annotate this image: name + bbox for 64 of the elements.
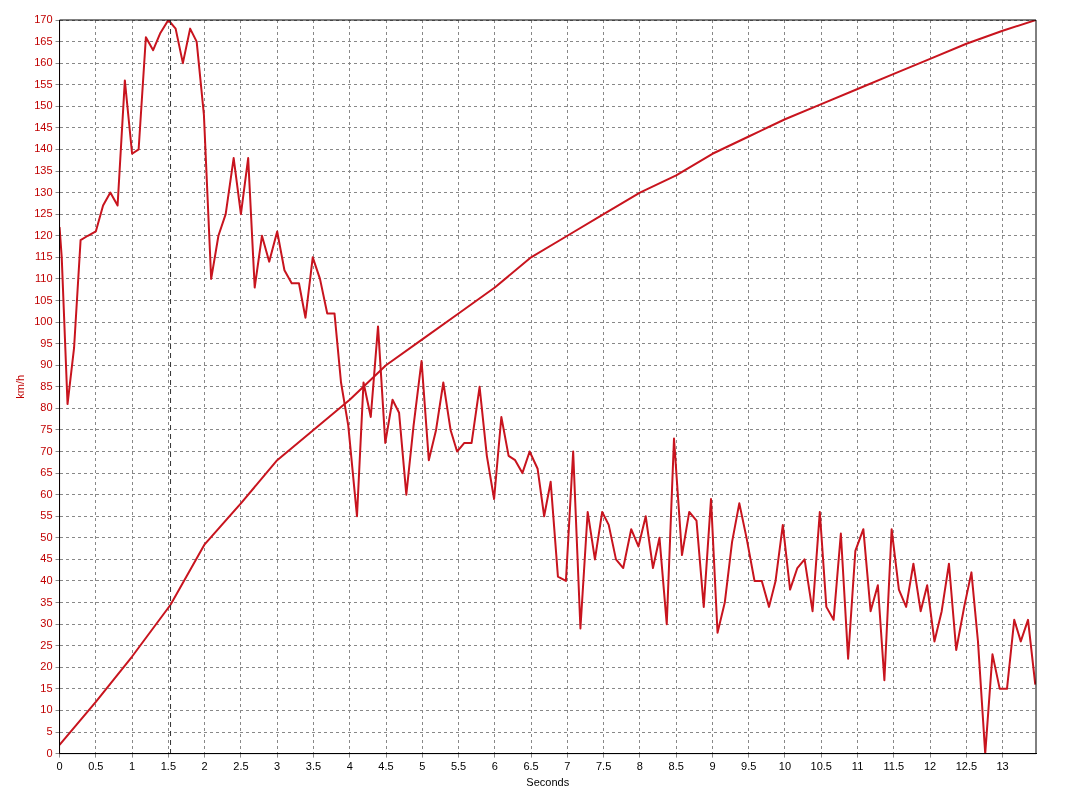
y-tick-label: 90 bbox=[40, 358, 53, 371]
x-tick-label: 1 bbox=[129, 760, 136, 773]
y-tick-label: 55 bbox=[40, 509, 53, 522]
y-tick-label: 165 bbox=[34, 34, 53, 47]
y-tick-label: 5 bbox=[46, 725, 53, 738]
x-tick-label: 6.5 bbox=[523, 760, 539, 773]
y-tick-label: 150 bbox=[34, 99, 53, 112]
x-tick-label: 0 bbox=[56, 760, 63, 773]
x-tick-label: 6 bbox=[491, 760, 498, 773]
x-tick-label: 4.5 bbox=[378, 760, 394, 773]
x-tick-label: 5.5 bbox=[450, 760, 467, 773]
y-tick-label: 95 bbox=[40, 336, 53, 349]
y-tick-label: 35 bbox=[40, 595, 53, 608]
x-tick-label: 7 bbox=[564, 760, 571, 773]
y-tick-label: 30 bbox=[40, 617, 53, 630]
x-tick-label: 3 bbox=[274, 760, 281, 773]
y-tick-label: 160 bbox=[34, 56, 53, 69]
x-tick-label: 12 bbox=[923, 760, 937, 773]
y-tick-label: 120 bbox=[34, 228, 53, 241]
x-tick-label: 10.5 bbox=[810, 760, 832, 773]
y-tick-label: 25 bbox=[40, 638, 53, 651]
y-tick-label: 20 bbox=[40, 660, 53, 673]
x-tick-label: 4 bbox=[346, 760, 353, 773]
y-tick-label: 60 bbox=[40, 487, 53, 500]
x-tick-label: 11 bbox=[851, 760, 864, 773]
x-tick-label: 8.5 bbox=[668, 760, 684, 773]
y-tick-label: 0 bbox=[46, 746, 53, 759]
y-tick-label: 170 bbox=[34, 13, 53, 26]
y-tick-label: 135 bbox=[34, 164, 53, 177]
y-tick-label: 75 bbox=[40, 422, 53, 435]
y-tick-label: 10 bbox=[40, 703, 53, 716]
x-tick-label: 11.5 bbox=[883, 760, 905, 773]
x-tick-label: 10 bbox=[778, 760, 792, 773]
y-tick-label: 105 bbox=[34, 293, 53, 306]
y-tick-label: 155 bbox=[34, 77, 53, 90]
y-tick-label: 80 bbox=[40, 401, 53, 414]
y-tick-label: 40 bbox=[40, 574, 53, 587]
y-tick-label: 50 bbox=[40, 530, 53, 543]
y-tick-label: 70 bbox=[40, 444, 53, 457]
x-tick-label: 2 bbox=[201, 760, 208, 773]
x-axis-title: Seconds bbox=[526, 776, 570, 789]
x-tick-label: 1.5 bbox=[160, 760, 177, 773]
y-tick-label: 125 bbox=[34, 207, 53, 220]
y-tick-label: 115 bbox=[35, 250, 53, 263]
x-tick-label: 13 bbox=[996, 760, 1009, 773]
x-tick-label: 8 bbox=[636, 760, 643, 773]
y-tick-label: 145 bbox=[34, 120, 53, 133]
x-tick-label: 9 bbox=[709, 760, 716, 773]
y-tick-label: 110 bbox=[35, 271, 53, 284]
x-tick-label: 2.5 bbox=[233, 760, 249, 773]
y-axis-title: km/h bbox=[13, 374, 26, 399]
x-tick-label: 3.5 bbox=[305, 760, 322, 773]
x-tick-label: 9.5 bbox=[741, 760, 757, 773]
y-tick-label: 45 bbox=[40, 552, 53, 565]
y-tick-label: 85 bbox=[40, 379, 53, 392]
x-tick-label: 5 bbox=[419, 760, 426, 773]
y-tick-label: 65 bbox=[40, 466, 53, 479]
y-tick-label: 130 bbox=[34, 185, 53, 198]
x-tick-label: 0.5 bbox=[88, 760, 104, 773]
x-tick-label: 12.5 bbox=[955, 760, 978, 773]
x-tick-label: 7.5 bbox=[595, 760, 612, 773]
y-tick-label: 15 bbox=[40, 681, 53, 694]
y-tick-label: 140 bbox=[34, 142, 53, 155]
y-tick-label: 100 bbox=[34, 315, 53, 328]
